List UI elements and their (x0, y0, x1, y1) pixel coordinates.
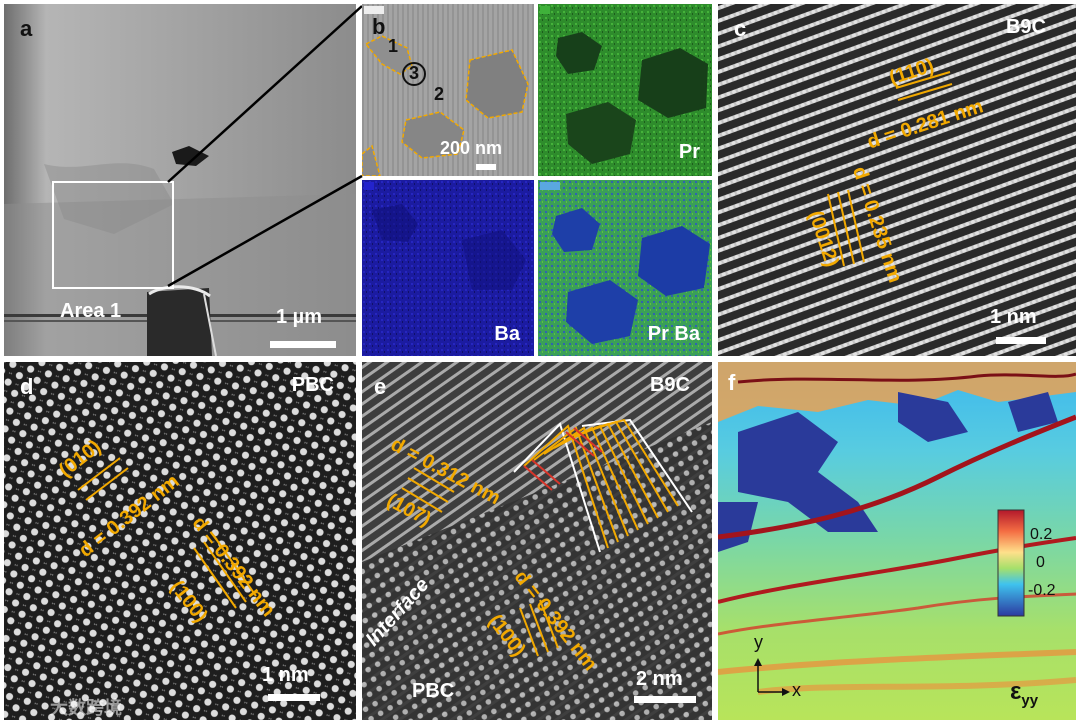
panel-e-scale-label: 2 nm (636, 668, 683, 690)
area-1-box (52, 181, 174, 289)
panel-c: c B9C (110) d = 0.281 nm (0012) d = 0.23… (718, 4, 1076, 356)
panel-e-title: B9C (649, 374, 690, 396)
panel-c-title: B9C (1005, 16, 1046, 38)
axis-y-label: y (754, 632, 763, 652)
panel-c-letter: c (734, 16, 747, 41)
panel-c-scale-bar (996, 337, 1046, 344)
pr-label: Pr (678, 141, 700, 163)
panel-b-image (362, 4, 534, 176)
panel-a-letter: a (20, 16, 33, 41)
panel-b-scale-bar (476, 164, 496, 170)
panel-d-letter: d (20, 374, 34, 399)
region-3-label: 3 (409, 63, 420, 83)
panel-c-scale-label: 1 nm (990, 306, 1037, 328)
panel-f-strain-map (718, 362, 1076, 720)
panel-c-lattice (718, 4, 1076, 356)
panel-d-title: PBC (291, 374, 334, 396)
panel-d-scale-bar (268, 694, 320, 701)
panel-f-letter: f (728, 370, 736, 395)
ba-label: Ba (494, 323, 520, 345)
panel-b-ba-map: Ba (362, 180, 534, 356)
strain-label: εyy (1010, 678, 1038, 709)
panel-a-scale-bar (270, 341, 336, 348)
panel-e-scale-bar (634, 696, 696, 703)
panel-b-pr-map: Pr (538, 4, 712, 176)
panel-a-image (4, 4, 356, 356)
axis-x-label: x (792, 680, 801, 700)
panel-b-letter: b (372, 14, 386, 39)
pr-map-image (538, 4, 712, 176)
panel-d-lattice (4, 362, 356, 720)
panel-a: a Area 1 1 µm (4, 4, 356, 356)
colorbar-tick-mid: 0 (1036, 554, 1045, 571)
panel-e: e B9C d = 0.312 nm (107) d = 0.392 nm (1… (362, 362, 712, 720)
panel-b: b 1 2 3 200 nm (362, 4, 534, 176)
region-1-label: 1 (388, 36, 399, 56)
panel-a-scale-label: 1 µm (276, 306, 322, 328)
prba-map-image (538, 180, 712, 356)
panel-e-lattice (362, 362, 712, 720)
panel-b-prba-map: Pr Ba (538, 180, 712, 356)
prba-label: Pr Ba (647, 323, 700, 345)
watermark: 大数跨境 (50, 698, 122, 719)
panel-d: d PBC (010) d = 0.392 nm (100) d = 0.392… (4, 362, 356, 720)
colorbar-tick-bottom: -0.2 (1028, 582, 1056, 599)
panel-d-scale-label: 1 nm (262, 664, 309, 686)
area-1-label: Area 1 (60, 300, 122, 322)
panel-f: f 0.2 0 -0.2 y x εyy (718, 362, 1076, 720)
ba-map-image (362, 180, 534, 356)
panel-b-scale-label: 200 nm (440, 138, 503, 158)
region-2-label: 2 (434, 84, 445, 104)
panel-e-letter: e (374, 374, 387, 399)
colorbar-tick-top: 0.2 (1030, 526, 1053, 543)
strain-symbol: ε (1010, 678, 1022, 705)
strain-subscript: yy (1021, 691, 1039, 709)
panel-e-pbc: PBC (412, 680, 455, 702)
